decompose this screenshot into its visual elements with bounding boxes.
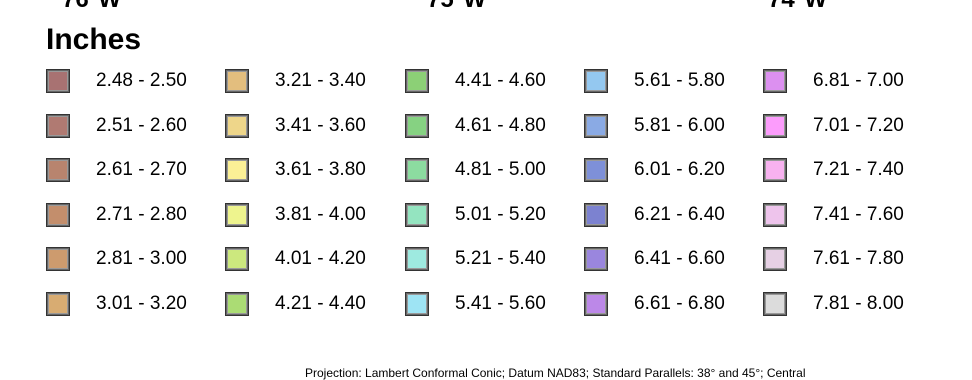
legend-item: 6.41 - 6.60 bbox=[584, 245, 763, 273]
legend-item: 7.01 - 7.20 bbox=[763, 112, 942, 140]
legend-item: 7.61 - 7.80 bbox=[763, 245, 942, 273]
legend-swatch bbox=[46, 113, 70, 138]
legend-item: 4.61 - 4.80 bbox=[405, 112, 584, 140]
legend-swatch bbox=[763, 158, 787, 182]
legend-range-label: 7.81 - 8.00 bbox=[813, 292, 904, 314]
legend-swatch bbox=[46, 291, 70, 316]
legend-range-label: 6.81 - 7.00 bbox=[813, 70, 904, 91]
legend-swatch bbox=[225, 202, 249, 227]
legend-range-label: 5.01 - 5.20 bbox=[455, 203, 546, 225]
legend-range-label: 3.61 - 3.80 bbox=[275, 159, 366, 180]
legend-item: 5.41 - 5.60 bbox=[405, 290, 584, 318]
legend-range-label: 2.81 - 3.00 bbox=[96, 248, 187, 269]
legend-item: 4.01 - 4.20 bbox=[225, 245, 405, 273]
projection-note: Projection: Lambert Conformal Conic; Dat… bbox=[305, 366, 806, 380]
legend-swatch bbox=[584, 247, 608, 271]
legend-item: 5.61 - 5.80 bbox=[584, 67, 763, 95]
legend-swatch bbox=[225, 69, 249, 93]
legend: 2.48 - 2.50 3.21 - 3.40 4.41 - 4.60 5.61 - … bbox=[46, 67, 942, 334]
legend-range-label: 4.81 - 5.00 bbox=[455, 159, 546, 180]
legend-swatch bbox=[584, 158, 608, 182]
legend-range-label: 7.21 - 7.40 bbox=[813, 159, 904, 180]
legend-range-label: 7.01 - 7.20 bbox=[813, 114, 904, 136]
legend-swatch bbox=[584, 113, 608, 138]
legend-item: 3.61 - 3.80 bbox=[225, 156, 405, 184]
legend-swatch bbox=[405, 158, 429, 182]
legend-item: 7.41 - 7.60 bbox=[763, 201, 942, 229]
legend-range-label: 4.01 - 4.20 bbox=[275, 248, 366, 269]
legend-swatch bbox=[405, 69, 429, 93]
legend-swatch bbox=[763, 202, 787, 227]
legend-swatch bbox=[46, 158, 70, 182]
legend-item: 4.41 - 4.60 bbox=[405, 67, 584, 95]
legend-item: 3.01 - 3.20 bbox=[46, 290, 225, 318]
legend-range-label: 3.41 - 3.60 bbox=[275, 114, 366, 136]
legend-swatch bbox=[225, 291, 249, 316]
legend-range-label: 5.21 - 5.40 bbox=[455, 248, 546, 269]
legend-swatch bbox=[225, 113, 249, 138]
legend-item: 2.48 - 2.50 bbox=[46, 67, 225, 95]
legend-item: 2.51 - 2.60 bbox=[46, 112, 225, 140]
legend-item: 3.41 - 3.60 bbox=[225, 112, 405, 140]
legend-swatch bbox=[405, 247, 429, 271]
longitude-label-74w: 74°W bbox=[768, 0, 827, 14]
legend-swatch bbox=[763, 69, 787, 93]
legend-range-label: 2.51 - 2.60 bbox=[96, 114, 187, 136]
legend-swatch bbox=[225, 158, 249, 182]
legend-item: 6.21 - 6.40 bbox=[584, 201, 763, 229]
legend-range-label: 6.01 - 6.20 bbox=[634, 159, 725, 180]
legend-item: 7.81 - 8.00 bbox=[763, 290, 942, 318]
legend-range-label: 4.61 - 4.80 bbox=[455, 114, 546, 136]
legend-range-label: 5.61 - 5.80 bbox=[634, 70, 725, 91]
legend-range-label: 3.81 - 4.00 bbox=[275, 203, 366, 225]
legend-item: 5.81 - 6.00 bbox=[584, 112, 763, 140]
legend-swatch bbox=[584, 69, 608, 93]
legend-item: 7.21 - 7.40 bbox=[763, 156, 942, 184]
legend-item: 2.61 - 2.70 bbox=[46, 156, 225, 184]
legend-swatch bbox=[46, 247, 70, 271]
legend-swatch bbox=[584, 291, 608, 316]
longitude-label-75w: 75°W bbox=[427, 0, 486, 14]
legend-item: 3.21 - 3.40 bbox=[225, 67, 405, 95]
legend-swatch bbox=[584, 202, 608, 227]
legend-item: 2.71 - 2.80 bbox=[46, 201, 225, 229]
legend-item: 5.21 - 5.40 bbox=[405, 245, 584, 273]
legend-range-label: 4.41 - 4.60 bbox=[455, 70, 546, 91]
legend-item: 4.81 - 5.00 bbox=[405, 156, 584, 184]
legend-swatch bbox=[763, 113, 787, 138]
legend-range-label: 5.41 - 5.60 bbox=[455, 292, 546, 314]
legend-swatch bbox=[405, 291, 429, 316]
legend-swatch bbox=[46, 69, 70, 93]
legend-range-label: 3.01 - 3.20 bbox=[96, 292, 187, 314]
legend-range-label: 6.41 - 6.60 bbox=[634, 248, 725, 269]
legend-item: 6.01 - 6.20 bbox=[584, 156, 763, 184]
legend-title: Inches bbox=[46, 23, 142, 56]
legend-range-label: 4.21 - 4.40 bbox=[275, 292, 366, 314]
legend-swatch bbox=[225, 247, 249, 271]
legend-range-label: 6.21 - 6.40 bbox=[634, 203, 725, 225]
legend-range-label: 2.48 - 2.50 bbox=[96, 70, 187, 91]
legend-range-label: 6.61 - 6.80 bbox=[634, 292, 725, 314]
legend-item: 6.61 - 6.80 bbox=[584, 290, 763, 318]
legend-swatch bbox=[405, 113, 429, 138]
legend-range-label: 7.41 - 7.60 bbox=[813, 203, 904, 225]
legend-swatch bbox=[763, 247, 787, 271]
legend-swatch bbox=[46, 202, 70, 227]
legend-range-label: 5.81 - 6.00 bbox=[634, 114, 725, 136]
legend-item: 4.21 - 4.40 bbox=[225, 290, 405, 318]
longitude-label-76w: 76°W bbox=[62, 0, 121, 14]
legend-item: 5.01 - 5.20 bbox=[405, 201, 584, 229]
legend-range-label: 2.71 - 2.80 bbox=[96, 203, 187, 225]
legend-range-label: 3.21 - 3.40 bbox=[275, 70, 366, 91]
legend-item: 2.81 - 3.00 bbox=[46, 245, 225, 273]
legend-item: 3.81 - 4.00 bbox=[225, 201, 405, 229]
legend-range-label: 2.61 - 2.70 bbox=[96, 159, 187, 180]
legend-swatch bbox=[763, 291, 787, 316]
legend-swatch bbox=[405, 202, 429, 227]
legend-range-label: 7.61 - 7.80 bbox=[813, 248, 904, 269]
legend-item: 6.81 - 7.00 bbox=[763, 67, 942, 95]
